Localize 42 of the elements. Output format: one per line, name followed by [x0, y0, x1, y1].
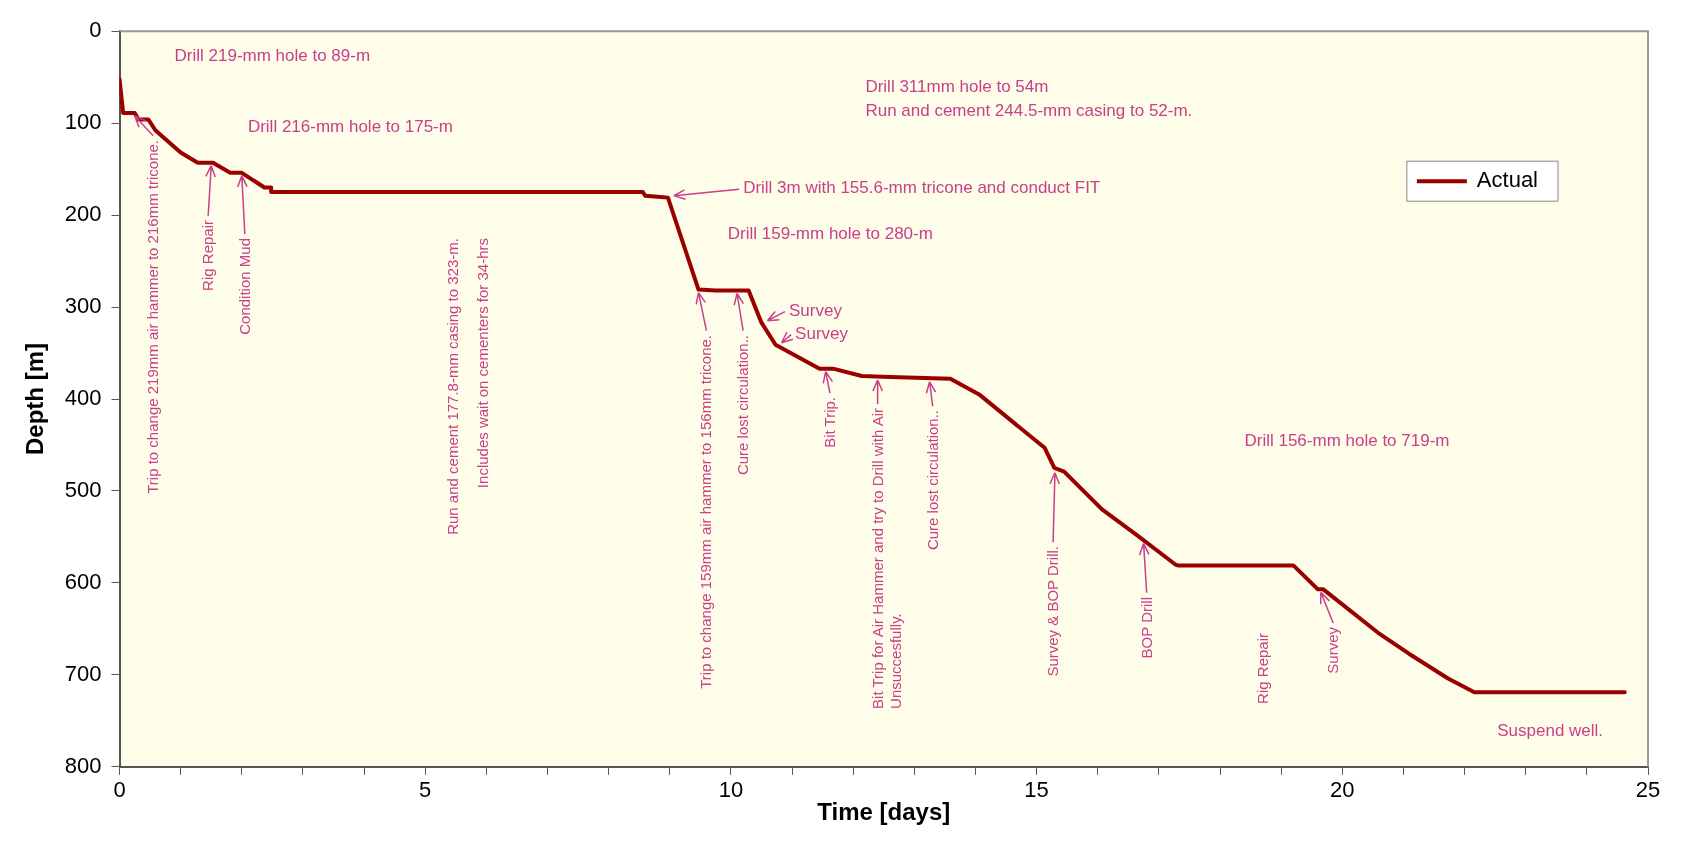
x-tick-label: 0 — [113, 777, 126, 803]
annotation: Drill 159-mm hole to 280-m — [727, 224, 933, 245]
annotation: Drill 216-mm hole to 175-m — [247, 116, 453, 137]
annotation: BOP Drill — [1137, 596, 1156, 659]
x-tick-label: 15 — [1024, 777, 1049, 803]
annotation: Run and cement 177.8-mm casing to 323-m. — [443, 238, 462, 535]
annotation: Survey — [795, 323, 849, 344]
annotation: Trip to change 219mm air hammer to 216mm tricone. — [144, 139, 163, 494]
annotation: Rig Repair — [199, 219, 218, 291]
annotation: Trip to change 159mm air hammer to 156mm tricone. — [697, 334, 716, 689]
annotation: Survey — [1324, 627, 1343, 674]
annotation: Condition Mud — [235, 238, 254, 335]
annotation: Includes wait on cementers for 34-hrs — [474, 238, 493, 489]
annotation: Suspend well. — [1497, 720, 1604, 741]
legend-label: Actual — [1476, 167, 1539, 193]
x-tick-label: 10 — [718, 777, 744, 803]
y-tick-label: 700 — [64, 660, 102, 686]
annotation: Survey — [788, 300, 842, 321]
y-tick-label: 500 — [64, 477, 102, 503]
annotation: Cure lost circulation.. — [923, 410, 942, 551]
annotation: Bit Trip for Air Hammer and try to Drill with Air Unsuccesfully. — [868, 408, 905, 710]
annotation: Drill 219-mm hole to 89-m — [174, 45, 371, 66]
x-tick-label: 25 — [1635, 777, 1661, 803]
annotation: Rig Repair — [1253, 633, 1272, 705]
y-tick-label: 600 — [64, 568, 102, 594]
y-tick-label: 0 — [89, 17, 102, 43]
annotation: Survey & BOP Drill. — [1044, 546, 1063, 677]
y-tick-label: 200 — [64, 201, 102, 227]
y-tick-label: 100 — [64, 109, 102, 135]
annotation: Drill 156-mm hole to 719-m — [1244, 431, 1450, 452]
y-tick-label: 300 — [64, 293, 102, 319]
annotation: Run and cement 244.5-mm casing to 52-m. — [865, 101, 1193, 122]
annotation: Cure lost circulation.. — [734, 334, 753, 475]
annotation: Bit Trip. — [820, 397, 839, 449]
annotation: Drill 311mm hole to 54m — [865, 77, 1049, 98]
x-axis-title: Time [days] — [817, 798, 951, 826]
annotation: Drill 3m with 155.6-mm tricone and conduct FIT — [743, 178, 1101, 199]
y-tick-label: 400 — [64, 385, 102, 411]
y-axis-title: Depth [m] — [21, 343, 49, 455]
x-tick-label: 20 — [1330, 777, 1355, 803]
x-tick-label: 5 — [419, 777, 432, 803]
y-tick-label: 800 — [64, 752, 102, 778]
